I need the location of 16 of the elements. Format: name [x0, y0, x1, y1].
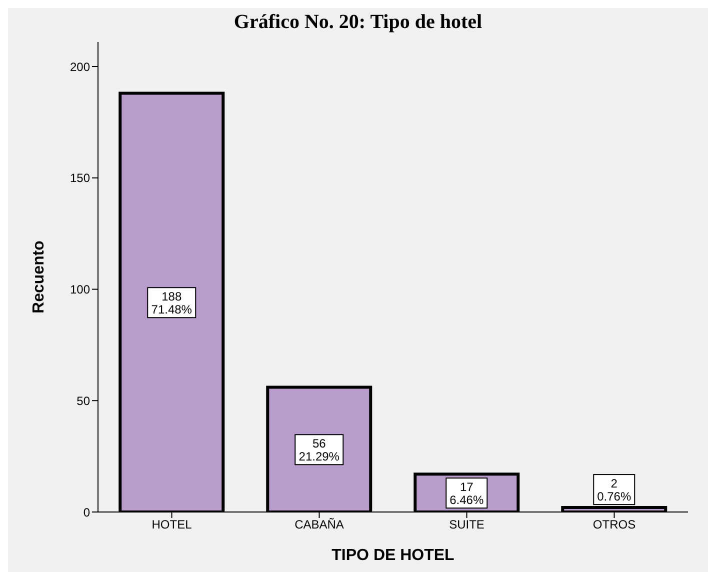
y-tick-label: 50 — [76, 394, 90, 408]
y-tick-label: 0 — [83, 505, 90, 520]
x-tick-label: SUITE — [449, 518, 484, 532]
x-axis-title: TIPO DE HOTEL — [332, 547, 455, 564]
x-tick-label: HOTEL — [152, 518, 192, 532]
data-label: 17 6.46% — [450, 480, 484, 508]
y-tick-label: 100 — [70, 282, 90, 297]
data-label: 2 0.76% — [597, 476, 632, 504]
data-label: 56 21.29% — [298, 436, 340, 464]
y-tick-label: 200 — [70, 60, 90, 74]
chart-title: Gráfico No. 20: Tipo de hotel — [232, 10, 484, 35]
data-label: 188 71.48% — [151, 290, 192, 317]
y-tick-label: 150 — [70, 171, 90, 186]
y-axis-title: Recuento — [30, 240, 48, 314]
x-tick-label: OTROS — [592, 518, 636, 532]
x-tick-label: CABAÑA — [294, 518, 344, 532]
